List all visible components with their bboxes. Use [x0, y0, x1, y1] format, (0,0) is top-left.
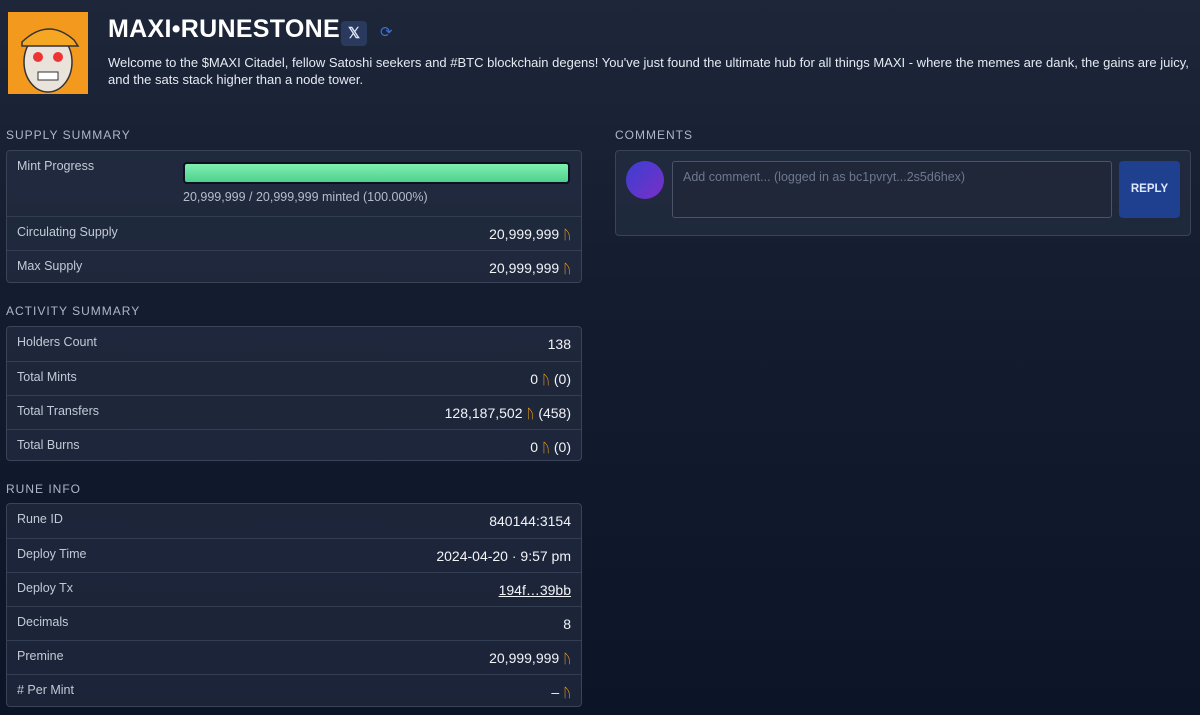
section-title: COMMENTS: [615, 128, 693, 142]
tx-link[interactable]: 194f…39bb: [498, 582, 571, 598]
value-text: 8: [563, 616, 571, 632]
row-value: 128,187,502 ᚢ (458): [445, 405, 571, 421]
progress-text: 20,999,999 / 20,999,999 minted (100.000%…: [183, 190, 428, 204]
row-label: Deploy Tx: [17, 581, 74, 595]
rune-symbol: ᚢ: [563, 227, 571, 242]
rune-info-box: Rune ID 840144:3154 Deploy Time 2024-04-20 …: [6, 503, 582, 707]
row-label: Total Transfers: [17, 404, 99, 418]
value-text: 138: [547, 336, 571, 352]
value-text: 128,187,502: [444, 405, 523, 421]
row-label: Decimals: [17, 615, 69, 629]
avatar: [8, 12, 88, 94]
value-text: 0: [530, 439, 539, 455]
comment-input[interactable]: Add comment... (logged in as bc1pvryt...…: [672, 161, 1112, 218]
section-title: RUNE INFO: [6, 482, 81, 496]
info-row: Deploy Tx 194f…39bb: [7, 572, 581, 606]
value-text: 20,999,999: [489, 650, 560, 666]
info-row: Total Burns 0 ᚢ (0): [7, 429, 581, 463]
info-row: Rune ID 840144:3154: [7, 504, 581, 538]
row-value: 194f…39bb: [499, 582, 571, 598]
x-link[interactable]: 𝕏: [341, 21, 367, 46]
section-title: SUPPLY SUMMARY: [6, 128, 131, 142]
rune-title: MAXI•RUNESTONE: [108, 15, 340, 43]
section-title: ACTIVITY SUMMARY: [6, 304, 141, 318]
info-row: Deploy Time 2024-04-20 · 9:57 pm: [7, 538, 581, 572]
row-value: 0 ᚢ (0): [530, 439, 571, 455]
info-row: Max Supply 20,999,999 ᚢ: [7, 250, 581, 284]
info-row: Decimals 8: [7, 606, 581, 640]
info-row: Holders Count 138: [7, 327, 581, 361]
row-value: 20,999,999 ᚢ: [489, 650, 571, 666]
info-row: Circulating Supply 20,999,999 ᚢ: [7, 216, 581, 250]
info-row: Total Mints 0 ᚢ (0): [7, 361, 581, 395]
value-text: –: [551, 684, 560, 700]
row-label: Rune ID: [17, 512, 63, 526]
rune-symbol: ᚢ: [526, 406, 535, 421]
refresh-button[interactable]: ⟳: [380, 24, 393, 41]
activity-box: Holders Count 138 Total Mints 0 ᚢ (0) Total Tr…: [6, 326, 582, 461]
rune-symbol: ᚢ: [542, 372, 550, 387]
supply-box: Mint Progress 20,999,999 / 20,999,999 mi…: [6, 150, 582, 283]
info-row: Total Transfers 128,187,502 ᚢ (458): [7, 395, 581, 429]
row-label: Mint Progress: [17, 159, 95, 173]
value-text: 0: [530, 371, 539, 387]
row-value: 840144:3154: [489, 513, 571, 529]
rune-symbol: ᚢ: [542, 440, 550, 455]
rune-symbol: ᚢ: [563, 685, 571, 700]
row-label: Premine: [17, 649, 64, 663]
row-value: 138: [548, 336, 571, 352]
info-row: # Per Mint – ᚢ: [7, 674, 581, 708]
count-text: (0): [553, 371, 571, 387]
value-text: 840144:3154: [489, 513, 571, 529]
value-text: 20,999,999: [489, 226, 560, 242]
rune-symbol: ᚢ: [563, 651, 571, 666]
row-value: 8: [563, 616, 571, 632]
row-value: 0 ᚢ (0): [530, 371, 571, 387]
row-value: 2024-04-20 · 9:57 pm: [436, 548, 571, 564]
row-value: 20,999,999 ᚢ: [489, 260, 571, 276]
row-label: Circulating Supply: [17, 225, 118, 239]
row-label: Deploy Time: [17, 547, 87, 561]
row-label: Total Burns: [17, 438, 80, 452]
info-row: Premine 20,999,999 ᚢ: [7, 640, 581, 674]
row-label: # Per Mint: [17, 683, 74, 697]
row-label: Total Mints: [17, 370, 77, 384]
row-label: Holders Count: [17, 335, 97, 349]
rune-symbol: ᚢ: [563, 261, 571, 276]
user-avatar: [626, 161, 664, 199]
count-text: (0): [553, 439, 571, 455]
row-value: 20,999,999 ᚢ: [489, 226, 571, 242]
description: Welcome to the $MAXI Citadel, fellow Sat…: [108, 55, 1189, 87]
row-value: – ᚢ: [551, 684, 571, 700]
value-text: 2024-04-20 · 9:57 pm: [436, 548, 571, 564]
reply-button[interactable]: REPLY: [1119, 161, 1180, 218]
count-text: (458): [538, 405, 571, 421]
row-label: Max Supply: [17, 259, 83, 273]
mint-progress-row: Mint Progress 20,999,999 / 20,999,999 mi…: [7, 151, 581, 216]
value-text: 20,999,999: [489, 260, 560, 276]
progress-bar: [183, 162, 570, 184]
